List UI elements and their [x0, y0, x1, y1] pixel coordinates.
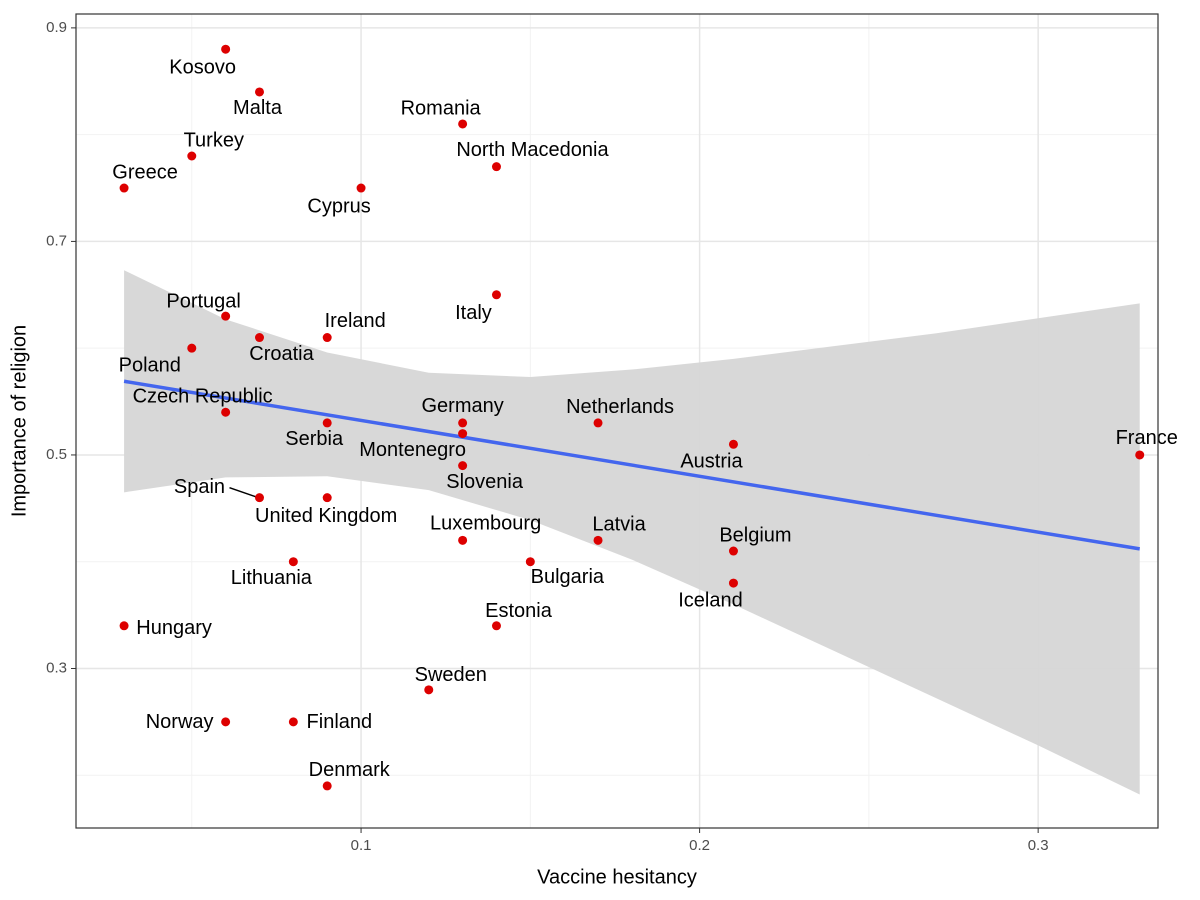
point-label: Czech Republic — [133, 386, 273, 408]
point-label: Montenegro — [359, 439, 466, 461]
point-label: Bulgaria — [531, 566, 605, 588]
point — [254, 87, 264, 97]
panel-border — [75, 13, 1159, 829]
point-label: Serbia — [285, 428, 344, 450]
confidence-band — [124, 270, 1140, 795]
fit-line — [123, 379, 1141, 551]
y-tick-label: 0.3 — [46, 659, 67, 676]
point-label: Netherlands — [566, 396, 674, 418]
point — [356, 183, 366, 193]
point-label: Belgium — [719, 524, 791, 546]
point — [221, 311, 231, 321]
point — [187, 343, 197, 353]
point — [424, 685, 434, 695]
point-label: Denmark — [309, 759, 391, 781]
point-label: Cyprus — [307, 195, 370, 217]
point — [458, 418, 468, 428]
point — [525, 557, 535, 567]
point — [728, 439, 738, 449]
y-tick-label: 0.7 — [46, 232, 67, 249]
point-label: Germany — [421, 395, 503, 417]
point — [491, 621, 501, 631]
y-tick-label: 0.5 — [46, 446, 67, 463]
point-label: Finland — [307, 711, 373, 733]
point-label: Romania — [401, 97, 482, 119]
point — [491, 162, 501, 172]
point-label: Kosovo — [169, 57, 236, 79]
point-label: Hungary — [136, 617, 212, 639]
point-label: Malta — [233, 97, 283, 119]
point-label: Poland — [119, 354, 181, 376]
point — [288, 557, 298, 567]
point — [119, 621, 129, 631]
point-label: Italy — [455, 302, 492, 324]
point-label: France — [1116, 427, 1178, 449]
point — [593, 418, 603, 428]
point — [322, 781, 332, 791]
point-label: Croatia — [249, 343, 314, 365]
point — [288, 717, 298, 727]
x-tick-label: 0.3 — [1028, 837, 1049, 854]
point — [458, 461, 468, 471]
point — [458, 535, 468, 545]
point-label: Latvia — [592, 514, 646, 536]
point — [322, 333, 332, 343]
point-label: Turkey — [184, 129, 244, 151]
point-label: Luxembourg — [430, 513, 541, 535]
point-label: Lithuania — [231, 567, 313, 589]
point — [491, 290, 501, 300]
point — [322, 418, 332, 428]
y-axis-title: Importance of religion — [8, 325, 30, 517]
x-tick-label: 0.1 — [351, 837, 372, 854]
x-axis-title: Vaccine hesitancy — [537, 866, 697, 888]
point-label: North Macedonia — [456, 139, 609, 161]
point — [119, 183, 129, 193]
point-label: Iceland — [678, 589, 743, 611]
point — [221, 407, 231, 417]
label-leader — [229, 486, 256, 498]
point-label: United Kingdom — [255, 505, 397, 527]
point — [187, 151, 197, 161]
x-tick-label: 0.2 — [689, 837, 710, 854]
point-label: Slovenia — [446, 471, 524, 493]
point-label: Greece — [112, 161, 178, 183]
point — [221, 44, 231, 54]
point-label: Austria — [680, 451, 743, 473]
point-label: Estonia — [485, 600, 553, 622]
point — [221, 717, 231, 727]
point-label: Sweden — [415, 664, 487, 686]
point — [322, 493, 332, 503]
point — [458, 429, 468, 439]
y-tick-label: 0.9 — [46, 19, 67, 36]
point — [1135, 450, 1145, 460]
point-label: Portugal — [166, 290, 241, 312]
point — [254, 333, 264, 343]
point-label: Ireland — [325, 310, 386, 332]
point — [254, 493, 264, 503]
point — [593, 535, 603, 545]
point-label: Norway — [146, 711, 214, 733]
point — [458, 119, 468, 129]
point — [728, 546, 738, 556]
point-label: Spain — [174, 476, 225, 498]
point — [728, 578, 738, 588]
